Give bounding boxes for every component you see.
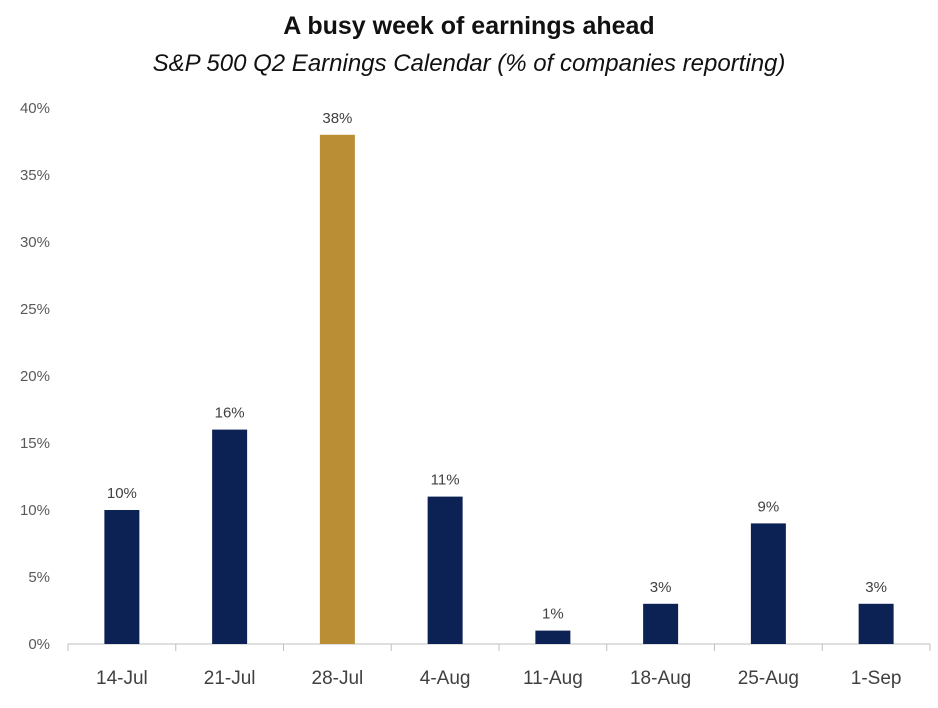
x-tick-label: 14-Jul [96, 668, 148, 689]
bar [104, 510, 140, 644]
y-tick-label: 30% [20, 234, 50, 251]
bar [212, 429, 248, 644]
data-label: 3% [865, 579, 887, 596]
x-tick-label: 25-Aug [738, 668, 799, 689]
bar [535, 630, 571, 644]
x-tick-label: 18-Aug [630, 668, 691, 689]
y-tick-label: 20% [20, 368, 50, 385]
bar [750, 523, 786, 644]
data-label: 38% [322, 110, 352, 127]
chart-title: A busy week of earnings ahead [283, 12, 655, 40]
data-label: 11% [431, 472, 460, 489]
x-tick-label: 21-Jul [204, 668, 256, 689]
bar [858, 603, 894, 644]
y-tick-label: 15% [20, 435, 50, 452]
data-label: 1% [542, 606, 564, 623]
data-label: 10% [107, 485, 137, 502]
y-tick-label: 10% [20, 502, 50, 519]
y-tick-label: 40% [20, 100, 50, 117]
data-label: 9% [758, 498, 780, 515]
bar [319, 134, 355, 645]
data-label: 16% [215, 405, 245, 422]
x-tick-label: 11-Aug [523, 668, 583, 689]
x-tick-label: 4-Aug [420, 668, 471, 689]
data-label: 3% [650, 579, 672, 596]
y-tick-label: 5% [28, 569, 50, 586]
y-tick-label: 0% [28, 636, 50, 653]
y-tick-label: 35% [20, 167, 50, 184]
bar [643, 603, 679, 644]
y-tick-label: 25% [20, 301, 50, 318]
chart-subtitle: S&P 500 Q2 Earnings Calendar (% of compa… [152, 50, 786, 77]
x-tick-label: 28-Jul [312, 668, 364, 689]
x-tick-label: 1-Sep [851, 668, 902, 689]
bar [427, 496, 463, 644]
